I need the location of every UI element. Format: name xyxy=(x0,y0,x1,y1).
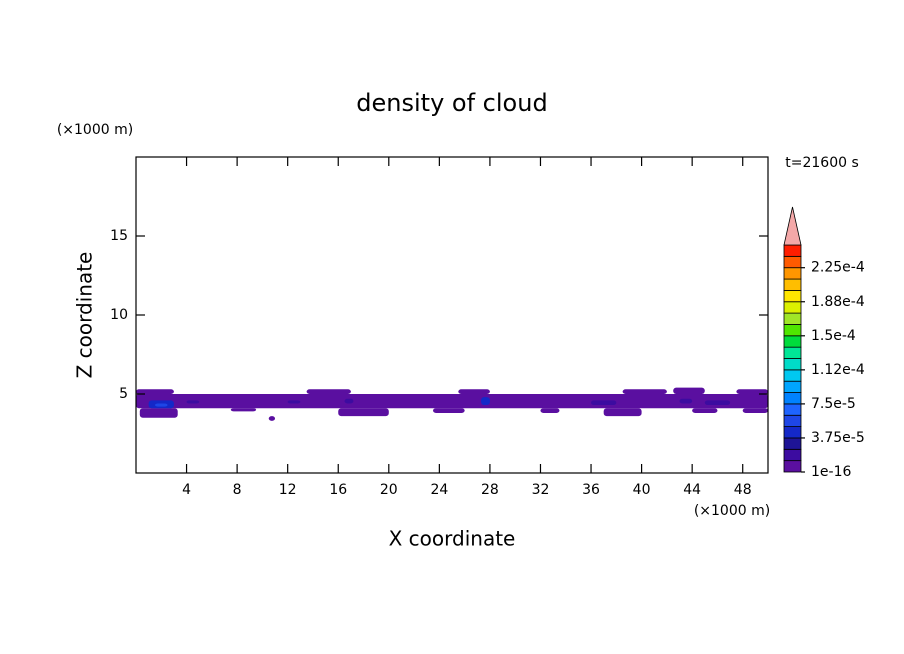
x-tick-label: 16 xyxy=(329,482,347,498)
chart-title: density of cloud xyxy=(356,89,547,117)
colorbar-bin xyxy=(783,358,802,371)
contour-cell xyxy=(139,408,178,418)
colorbar-bin xyxy=(783,392,802,405)
x-tick-label: 20 xyxy=(380,482,398,498)
colorbar-bin xyxy=(783,335,802,348)
contour-cell xyxy=(306,389,351,394)
colorbar-bin xyxy=(783,426,802,439)
y-tick-label: 10 xyxy=(110,307,128,323)
contour-cell xyxy=(679,398,693,404)
contour-cell xyxy=(338,408,389,417)
colorbar-bin xyxy=(783,460,802,473)
y-unit: (×1000 m) xyxy=(57,122,133,138)
colorbar-bin xyxy=(783,437,802,450)
colorbar-bin xyxy=(783,346,802,359)
x-unit: (×1000 m) xyxy=(694,503,770,519)
x-tick-label: 8 xyxy=(233,482,242,498)
x-tick-label: 44 xyxy=(683,482,701,498)
x-tick-label: 32 xyxy=(532,482,550,498)
contour-cell xyxy=(136,389,174,394)
contour-cell xyxy=(154,403,168,407)
contour-cell xyxy=(481,397,490,406)
contour-cell xyxy=(540,408,560,413)
contour-cell xyxy=(692,408,718,413)
contour-cell xyxy=(230,408,257,412)
contour-cell xyxy=(433,408,465,413)
contour-cell xyxy=(742,408,768,413)
colorbar-bin xyxy=(783,369,802,382)
colorbar-label: 2.25e-4 xyxy=(811,260,865,276)
colorbar-bin xyxy=(783,278,802,291)
x-tick-label: 40 xyxy=(633,482,651,498)
colorbar-bin xyxy=(783,324,802,337)
contour-cell xyxy=(622,389,667,394)
colorbar-label: 7.5e-5 xyxy=(811,396,856,412)
x-tick-label: 24 xyxy=(430,482,448,498)
colorbar-bin xyxy=(783,255,802,269)
contour-cell xyxy=(458,389,490,394)
x-tick-label: 28 xyxy=(481,482,499,498)
contour-cell xyxy=(704,400,731,406)
colorbar-bin xyxy=(783,403,802,416)
colorbar-label: 1.5e-4 xyxy=(811,328,856,344)
colorbar-bin xyxy=(783,312,802,325)
x-tick-label: 12 xyxy=(279,482,297,498)
contour-cell xyxy=(136,394,768,409)
y-tick-label: 15 xyxy=(110,228,128,244)
contour-cell xyxy=(673,387,705,394)
contour-cell xyxy=(603,408,642,417)
colorbar-bin xyxy=(783,301,802,314)
y-axis-title: Z coordinate xyxy=(73,252,97,379)
colorbar-label: 3.75e-5 xyxy=(811,430,865,446)
contour-cell xyxy=(736,389,768,394)
colorbar-bin xyxy=(783,448,802,462)
contour-cell xyxy=(344,398,354,404)
contour-cell xyxy=(186,400,200,404)
colorbar-bin xyxy=(783,414,802,428)
contour-cell xyxy=(591,400,617,406)
contour-cell xyxy=(268,416,276,421)
colorbar-bin xyxy=(783,380,802,393)
colorbar-bin xyxy=(783,267,802,280)
colorbar-label: 1e-16 xyxy=(811,464,851,480)
colorbar-bin xyxy=(783,244,802,257)
colorbar-bin xyxy=(783,289,802,303)
x-tick-label: 36 xyxy=(582,482,600,498)
plot-frame xyxy=(135,156,769,474)
colorbar-extend xyxy=(783,206,802,246)
colorbar-label: 1.12e-4 xyxy=(811,362,865,378)
x-axis-title: X coordinate xyxy=(389,527,516,551)
x-tick-label: 4 xyxy=(182,482,191,498)
y-tick-label: 5 xyxy=(119,386,128,402)
contour-cell xyxy=(287,400,301,404)
colorbar-label: 1.88e-4 xyxy=(811,294,865,310)
x-tick-label: 48 xyxy=(734,482,752,498)
time-annotation: t=21600 s xyxy=(785,155,859,171)
